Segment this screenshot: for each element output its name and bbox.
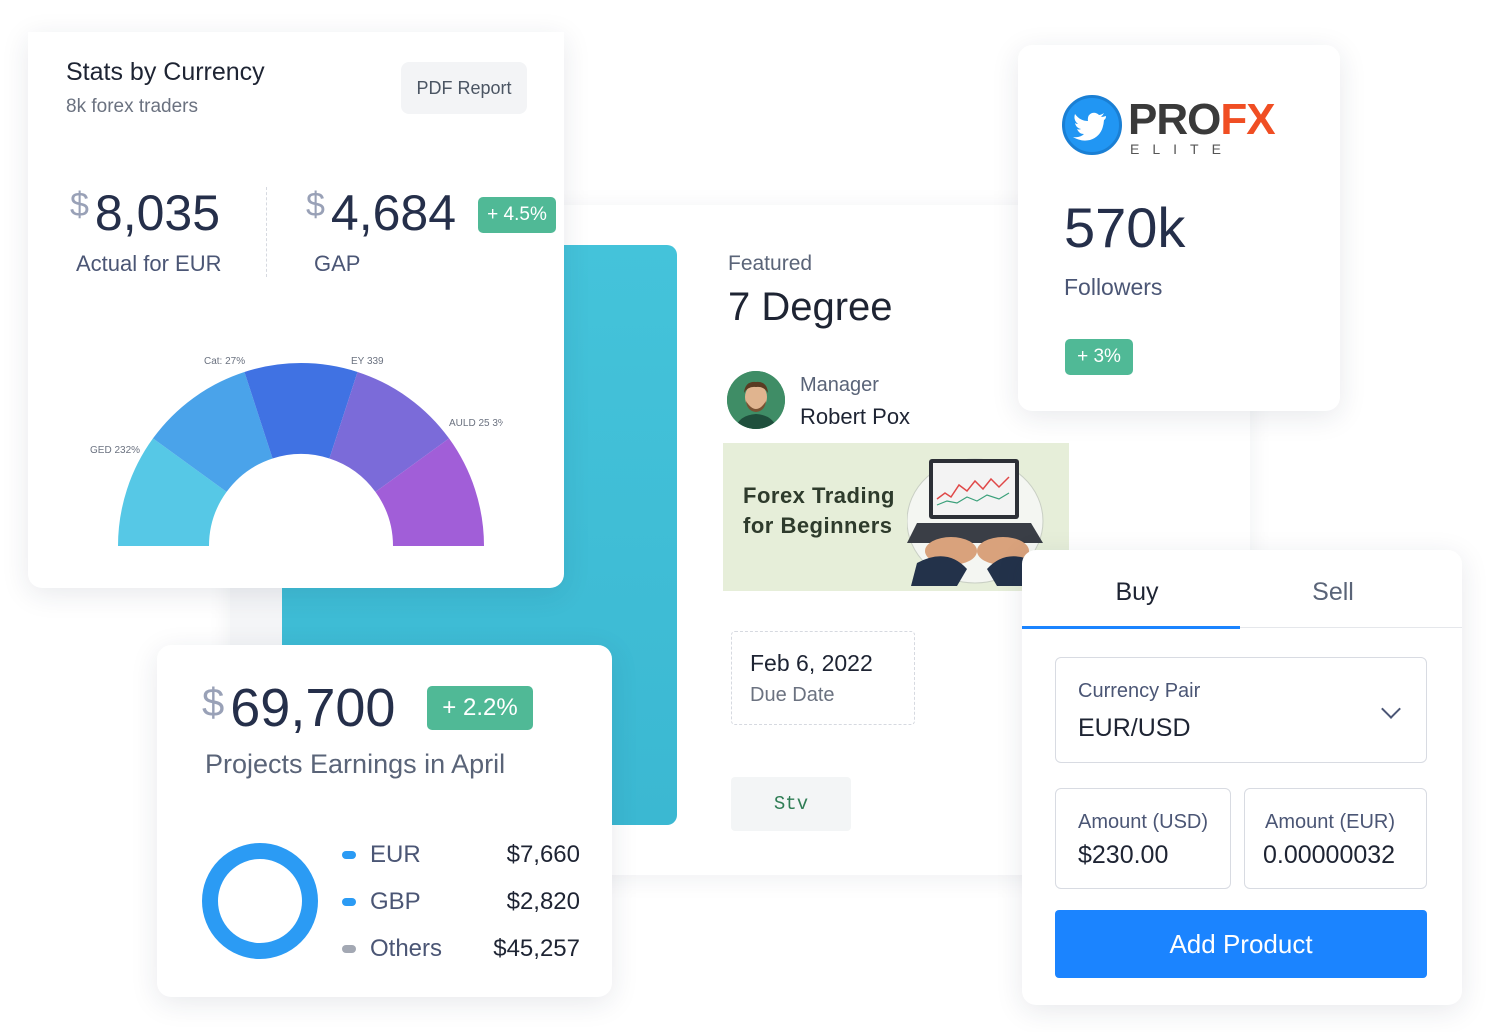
due-date-box: Feb 6, 2022 Due Date (731, 631, 915, 725)
stat-divider (266, 187, 267, 277)
legend-value: $2,820 (506, 888, 580, 915)
earnings-amount: 69,700 (230, 678, 396, 738)
legend-value: $45,257 (493, 935, 580, 962)
legend-dot (342, 945, 356, 953)
chevron-down-icon[interactable] (1381, 699, 1401, 719)
dollar-sign: $ (202, 681, 225, 725)
earnings-badge: + 2.2% (427, 686, 533, 730)
gauge-label-ey: EY 339 (351, 356, 384, 367)
gap-badge: + 4.5% (478, 197, 556, 233)
followers-badge: + 3% (1065, 339, 1133, 375)
followers-label: Followers (1064, 274, 1163, 300)
profx-logo: PROFX ELITE (1062, 93, 1302, 163)
pdf-report-button[interactable]: PDF Report (401, 62, 527, 114)
tab-sell[interactable]: Sell (1224, 578, 1442, 607)
gauge-segment (375, 438, 484, 546)
manager-name[interactable]: Robert Pox (800, 404, 911, 429)
due-date-value: Feb 6, 2022 (750, 650, 873, 676)
logo-subtitle: ELITE (1130, 141, 1234, 157)
amount-eur-field[interactable]: Amount (EUR) (1244, 788, 1427, 889)
earnings-label: Projects Earnings in April (205, 749, 506, 779)
banner-text: Forex Trading for Beginners (743, 481, 895, 541)
dollar-sign: $ (70, 186, 89, 224)
tab-divider (1022, 627, 1462, 628)
tab-buy[interactable]: Buy (1028, 578, 1246, 607)
dollar-sign: $ (306, 186, 325, 224)
amount-usd-label: Amount (USD) (1078, 811, 1209, 833)
gap-label: GAP (314, 251, 361, 276)
followers-count: 570k (1064, 196, 1186, 259)
gauge-label-auld: AULD 25 3% (449, 418, 503, 429)
gauge-segment (329, 371, 450, 492)
legend-dot (342, 898, 356, 906)
amount-usd-input[interactable] (1078, 841, 1218, 870)
amount-eur-label: Amount (EUR) (1265, 811, 1396, 833)
amount-usd-field[interactable]: Amount (USD) (1055, 788, 1231, 889)
gauge-label-ged: GED 232% (90, 445, 140, 456)
tag-button[interactable]: Stv (731, 777, 851, 831)
actual-amount: 8,035 (94, 185, 221, 241)
gap-value: $4,684 (306, 184, 456, 242)
gauge-label-cat: Cat: 27% (204, 356, 245, 367)
actual-value: $8,035 (70, 184, 220, 242)
legend-value: $7,660 (506, 841, 580, 868)
trade-card: Buy Sell Currency Pair EUR/USD Amount (U… (1022, 550, 1462, 1005)
currency-pair-value: EUR/USD (1078, 714, 1191, 742)
logo-fx: FX (1220, 95, 1275, 144)
legend-name: EUR (370, 841, 421, 868)
earnings-card: $69,700 + 2.2% Projects Earnings in Apri… (157, 645, 612, 997)
banner-line-1: Forex Trading (743, 483, 895, 508)
avatar[interactable] (727, 371, 785, 429)
legend-row-others: Others $45,257 (340, 931, 580, 967)
gap-amount: 4,684 (330, 185, 457, 241)
stats-title: Stats by Currency (66, 58, 265, 86)
stats-by-currency-card: Stats by Currency 8k forex traders PDF R… (28, 32, 564, 588)
gauge-segment (152, 371, 273, 492)
featured-label: Featured (728, 252, 813, 275)
gauge-segment (244, 363, 358, 459)
tab-active-indicator (1022, 626, 1240, 629)
twitter-icon (1062, 95, 1122, 155)
followers-card: PROFX ELITE 570k Followers + 3% (1018, 45, 1340, 411)
earnings-value: $69,700 (202, 677, 395, 739)
featured-title[interactable]: 7 Degree (728, 285, 893, 329)
logo-wordmark: PROFX (1128, 95, 1276, 145)
legend-dot (342, 851, 356, 859)
banner-line-2: for Beginners (743, 513, 893, 538)
currency-gauge-chart: GED 232% Cat: 27% EY 339 AULD 25 3% (90, 356, 503, 546)
currency-pair-label: Currency Pair (1078, 680, 1201, 702)
legend-name: GBP (370, 888, 421, 915)
course-banner[interactable]: Forex Trading for Beginners (723, 443, 1069, 591)
logo-pro: PRO (1128, 95, 1221, 144)
legend-name: Others (370, 935, 443, 962)
manager-role: Manager (800, 374, 879, 396)
donut-ring (202, 843, 318, 959)
actual-label: Actual for EUR (76, 251, 222, 276)
add-product-button[interactable]: Add Product (1055, 910, 1427, 978)
currency-pair-select[interactable]: Currency Pair EUR/USD (1055, 657, 1427, 763)
legend-row-gbp: GBP $2,820 (340, 884, 580, 920)
legend-row-eur: EUR $7,660 (340, 837, 580, 873)
stats-subtitle: 8k forex traders (66, 96, 198, 117)
due-date-label: Due Date (750, 684, 835, 706)
gauge-segment (118, 438, 227, 546)
earnings-donut-chart (202, 843, 318, 959)
amount-eur-input[interactable] (1263, 841, 1423, 870)
